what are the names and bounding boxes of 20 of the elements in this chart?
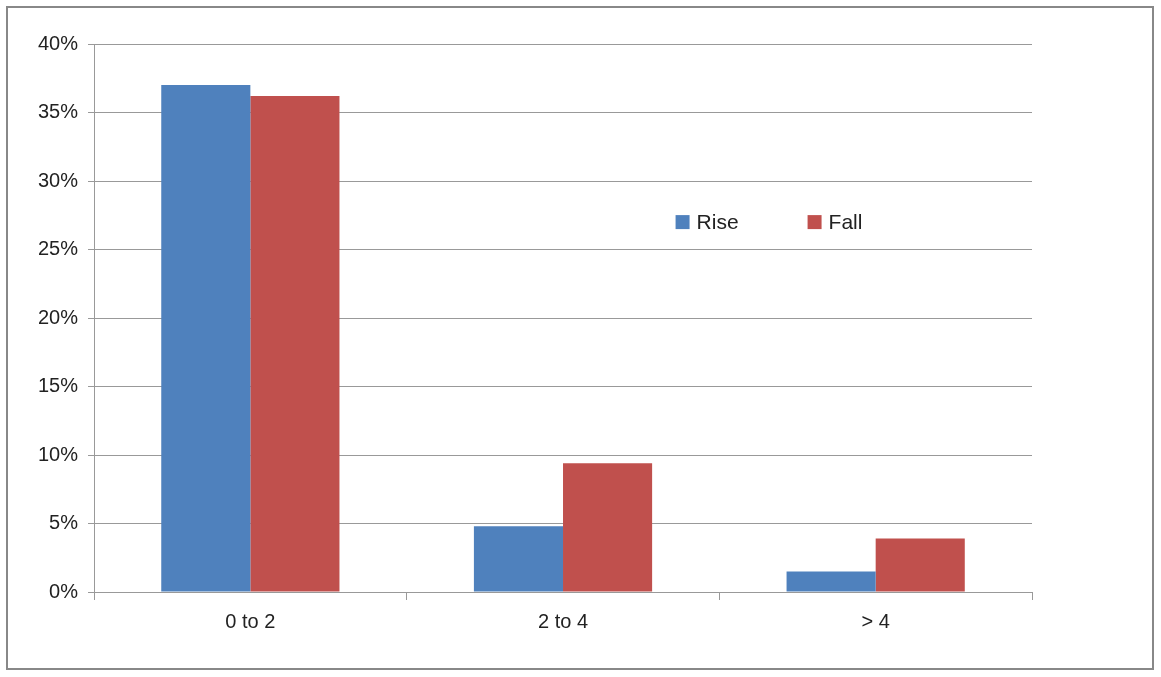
y-tick-label: 0%: [49, 579, 79, 602]
y-tick-label: 40%: [38, 31, 79, 54]
x-tick-label: > 4: [861, 609, 890, 632]
bar: [161, 85, 251, 592]
bar: [250, 96, 340, 592]
bar: [875, 538, 965, 592]
bar: [563, 463, 653, 592]
y-tick-label: 30%: [38, 168, 79, 191]
y-tick-label: 25%: [38, 237, 79, 260]
legend-label: Rise: [696, 209, 739, 233]
bar: [786, 571, 876, 592]
legend-label: Fall: [828, 209, 863, 233]
y-tick-label: 15%: [38, 374, 79, 397]
y-tick-label: 35%: [38, 100, 79, 123]
y-tick-label: 20%: [38, 305, 79, 328]
y-tick-label: 10%: [38, 442, 79, 465]
x-tick-label: 0 to 2: [225, 609, 276, 632]
y-tick-label: 5%: [49, 511, 79, 534]
x-tick-label: 2 to 4: [537, 609, 589, 632]
bar: [473, 526, 564, 592]
